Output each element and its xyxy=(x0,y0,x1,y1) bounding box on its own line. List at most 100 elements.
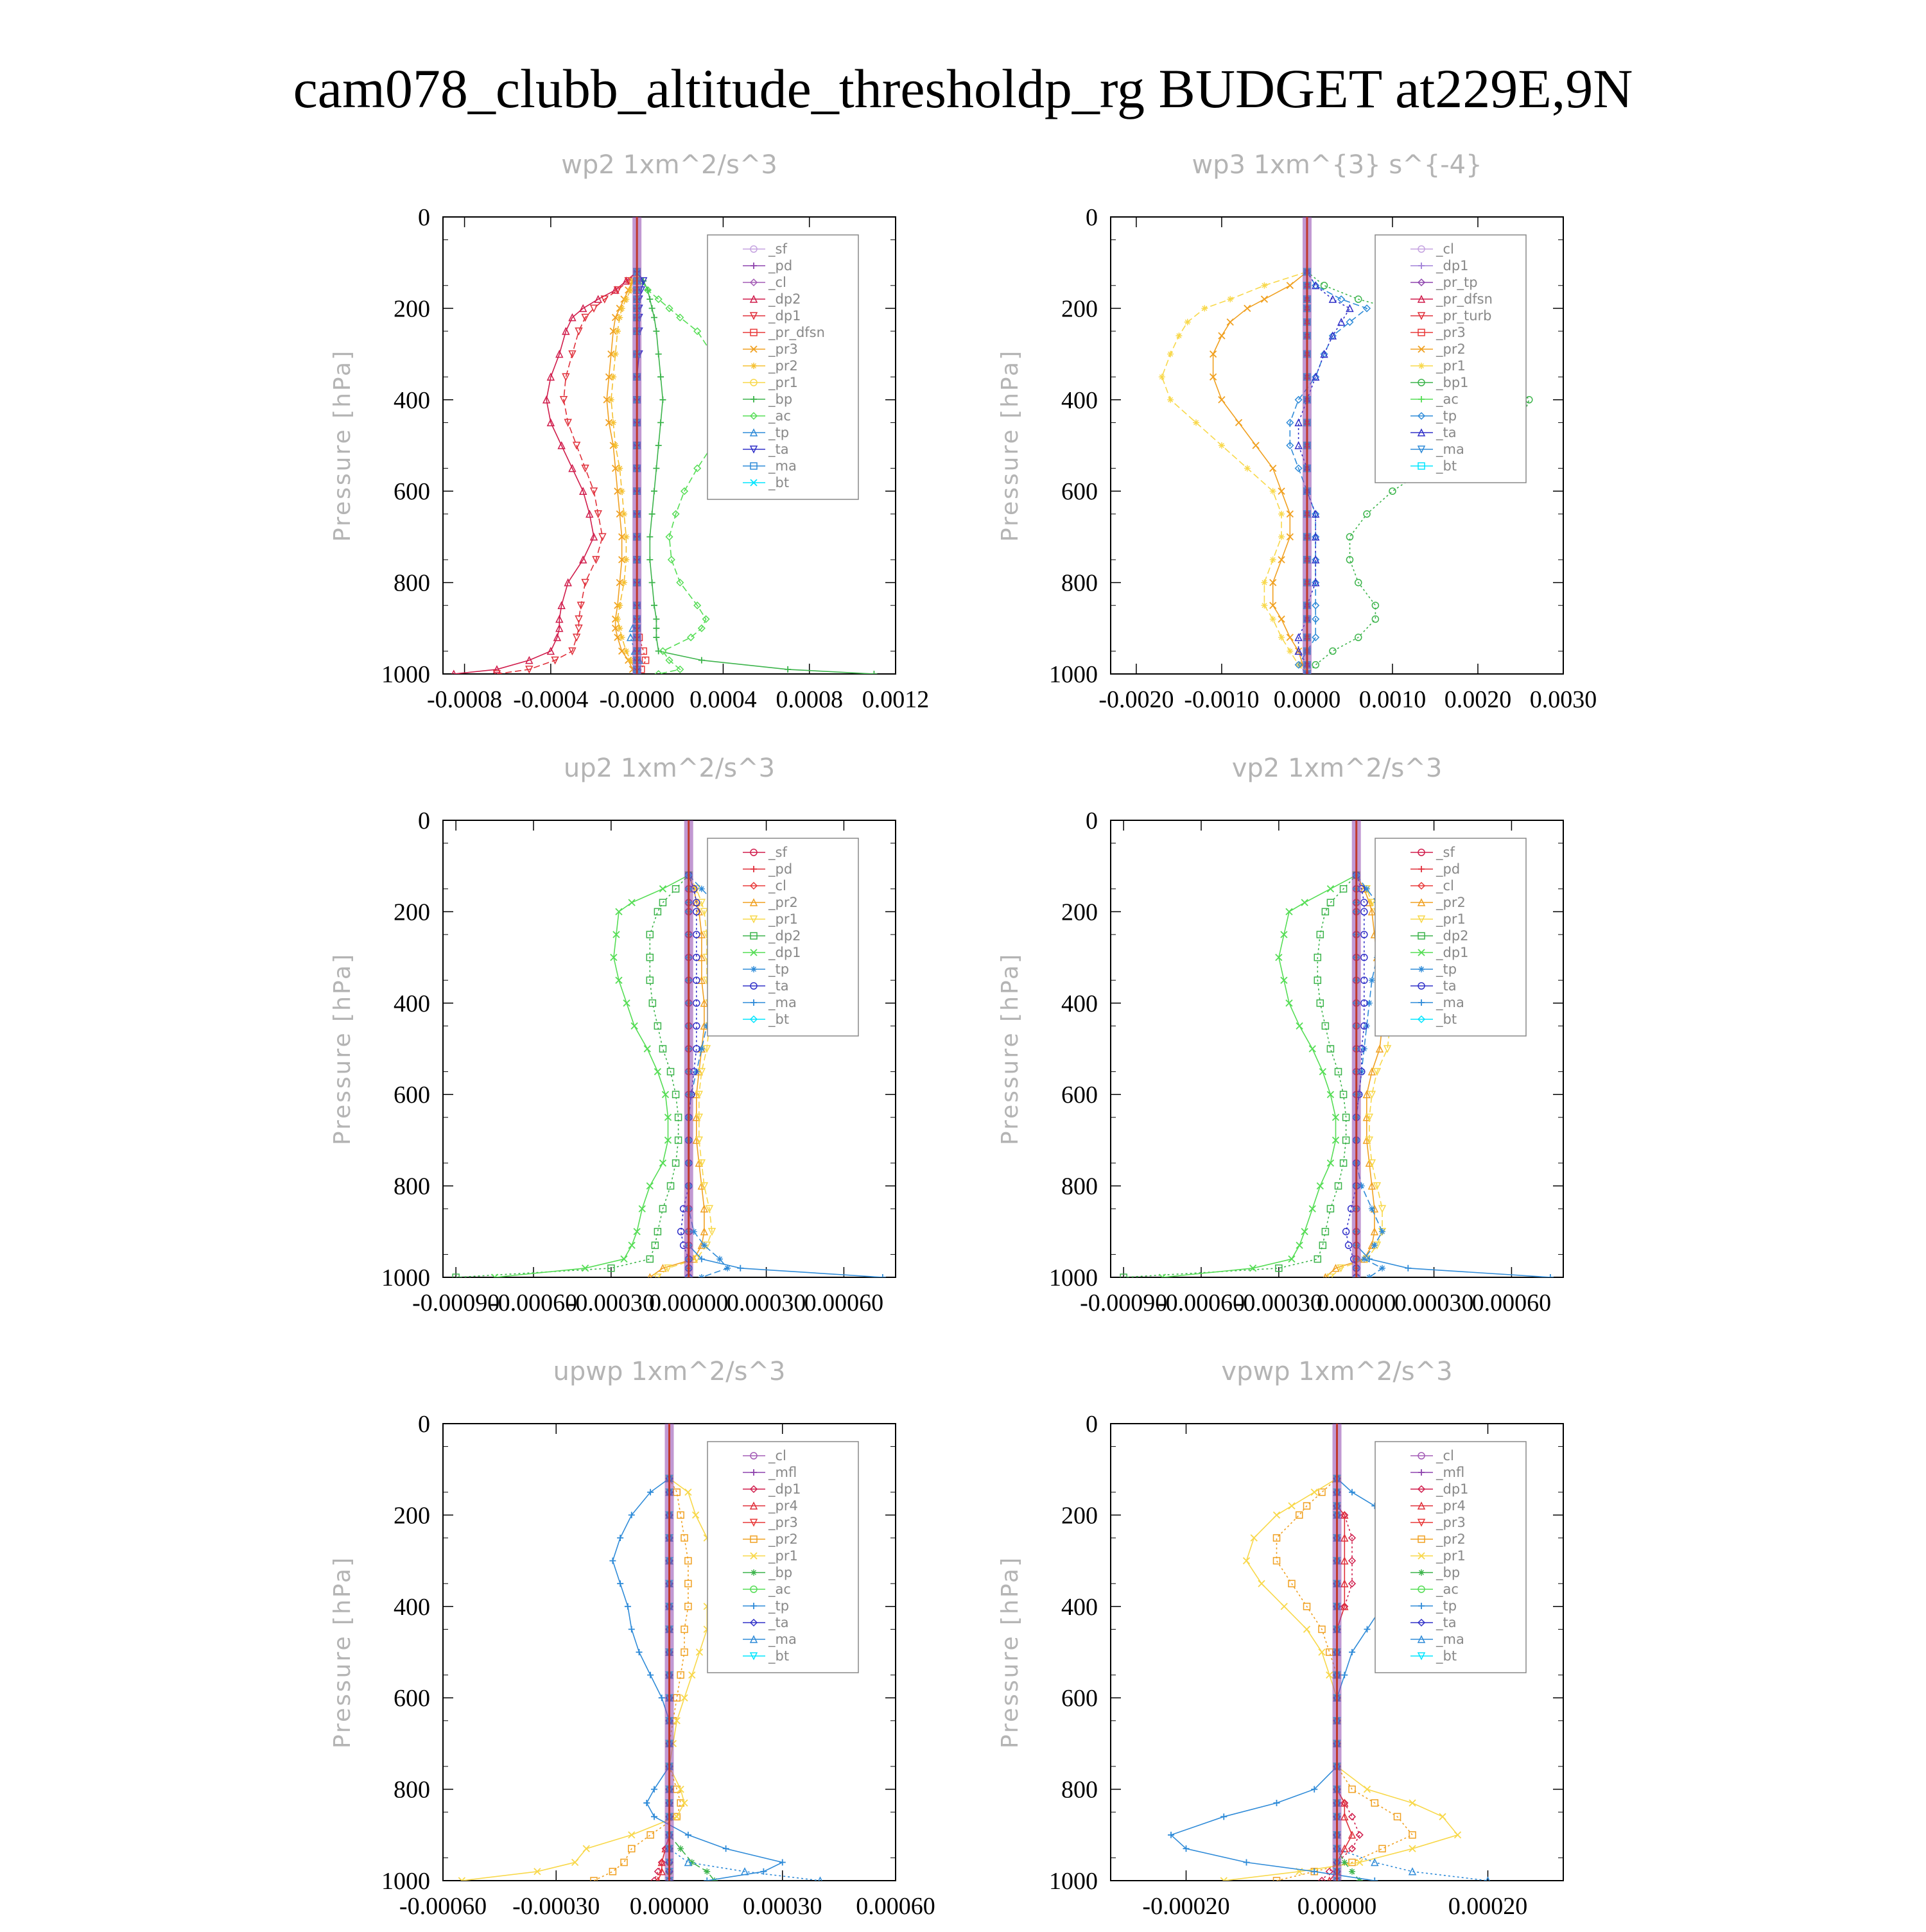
data-point xyxy=(1370,1227,1379,1236)
data-point xyxy=(665,304,673,313)
data-point xyxy=(1348,1580,1357,1588)
data-point xyxy=(653,616,660,623)
data-point xyxy=(1308,1205,1316,1212)
legend-label: _pr_dfsn xyxy=(1436,291,1493,307)
legend-box xyxy=(707,1441,859,1673)
data-point xyxy=(611,286,620,294)
data-point xyxy=(1311,1868,1318,1875)
data-point xyxy=(1362,304,1371,313)
panel-vpwp: vpwp 1xm^2/s^3 Pressure [hPa] 0 200 400 600 80… xyxy=(937,1354,1798,1932)
legend-marker xyxy=(749,1015,758,1024)
data-point xyxy=(698,1046,705,1052)
panel-upwp: upwp 1xm^2/s^3 Pressure [hPa] 0 200 400 600 80… xyxy=(270,1354,1130,1932)
data-point xyxy=(1371,1242,1378,1249)
data-point xyxy=(677,1785,684,1793)
data-point xyxy=(1339,1091,1348,1098)
data-point xyxy=(546,646,555,655)
data-point xyxy=(575,327,583,336)
data-point xyxy=(654,1867,662,1876)
data-point xyxy=(1312,578,1320,587)
data-point xyxy=(692,1255,701,1264)
data-point xyxy=(1294,395,1303,404)
data-point xyxy=(1328,331,1337,340)
y-tick-label: 400 xyxy=(1061,990,1098,1017)
data-point xyxy=(623,556,630,563)
data-point xyxy=(1337,1264,1345,1273)
legend-item: _pr3 xyxy=(1410,325,1466,341)
legend-label: _cl xyxy=(1436,1448,1454,1464)
data-point xyxy=(1334,1067,1342,1076)
legend: _sf_pd_cl_pr2_pr1_dp2_dp1_tp_ta_ma_bt xyxy=(707,838,859,1037)
data-point xyxy=(1242,1557,1251,1565)
legend-marker xyxy=(750,479,758,487)
data-point xyxy=(1244,465,1251,472)
data-point xyxy=(1371,1799,1378,1807)
data-point xyxy=(659,1264,667,1272)
data-point xyxy=(555,614,564,623)
data-point xyxy=(1218,396,1226,404)
legend-item: _ta xyxy=(1410,425,1457,441)
data-point xyxy=(628,1241,636,1249)
legend-marker xyxy=(750,345,758,353)
data-point xyxy=(1273,1799,1280,1806)
data-point xyxy=(700,1242,707,1249)
data-point xyxy=(1346,533,1354,541)
data-point xyxy=(1360,908,1368,916)
data-point xyxy=(676,313,684,322)
data-point xyxy=(1311,1786,1318,1793)
legend-marker xyxy=(750,932,758,940)
data-point xyxy=(659,899,667,906)
legend-marker xyxy=(1418,345,1425,353)
data-point xyxy=(1349,1488,1355,1496)
x-tick-label: 0.0008 xyxy=(776,686,843,713)
plot-area xyxy=(1120,820,1554,1277)
data-point xyxy=(1360,1046,1367,1052)
legend-label: _pr_tp xyxy=(1436,275,1478,291)
data-point xyxy=(568,350,577,359)
chart-title: vp2 1xm^2/s^3 xyxy=(1232,754,1443,783)
data-point xyxy=(1301,1228,1308,1236)
data-point xyxy=(1373,1182,1382,1191)
y-tick-label: 1000 xyxy=(381,1264,430,1291)
data-point xyxy=(612,442,619,449)
data-point xyxy=(546,372,555,381)
data-point xyxy=(672,885,680,893)
data-point xyxy=(1337,295,1346,304)
data-point xyxy=(607,396,614,403)
data-point xyxy=(612,931,620,938)
legend-label: _pr3 xyxy=(1436,325,1466,341)
data-point xyxy=(677,1671,684,1679)
legend-item: _dp1 xyxy=(743,308,801,324)
data-point xyxy=(626,633,635,641)
plot-area xyxy=(458,1424,822,1881)
data-point xyxy=(616,465,623,472)
data-point xyxy=(1367,1159,1376,1168)
legend-label: _tp xyxy=(768,425,789,441)
legend-marker xyxy=(750,1452,758,1460)
data-point xyxy=(1312,661,1319,669)
series-pr2 xyxy=(590,1474,692,1881)
legend-marker xyxy=(1418,363,1425,369)
legend-item: _dp1 xyxy=(1410,1481,1469,1497)
legend-label: _cl xyxy=(768,1448,786,1464)
legend-marker xyxy=(1418,982,1425,990)
data-point xyxy=(646,533,654,540)
data-point xyxy=(1312,532,1320,541)
legend-label: _pr_turb xyxy=(1436,308,1491,324)
data-point xyxy=(616,602,623,609)
chart-svg: up2 1xm^2/s^3 Pressure [hPa] 0 200 400 600 800… xyxy=(329,754,896,1316)
data-point xyxy=(654,1228,662,1236)
legend-label: _dp2 xyxy=(768,928,801,944)
legend-item: _sf xyxy=(743,845,787,861)
data-point xyxy=(1220,1877,1228,1881)
legend-marker xyxy=(1418,263,1425,269)
panel-vp2: vp2 1xm^2/s^3 Pressure [hPa] 0 200 400 600 800… xyxy=(937,751,1798,1329)
data-point xyxy=(657,1858,666,1867)
data-point xyxy=(1320,282,1328,289)
data-point xyxy=(1286,533,1294,541)
legend-item: _ta xyxy=(743,1615,789,1631)
data-point xyxy=(1294,646,1303,655)
x-tick-label: -0.00060 xyxy=(490,1289,577,1316)
data-point xyxy=(1367,1091,1376,1099)
legend-box xyxy=(1375,234,1527,483)
